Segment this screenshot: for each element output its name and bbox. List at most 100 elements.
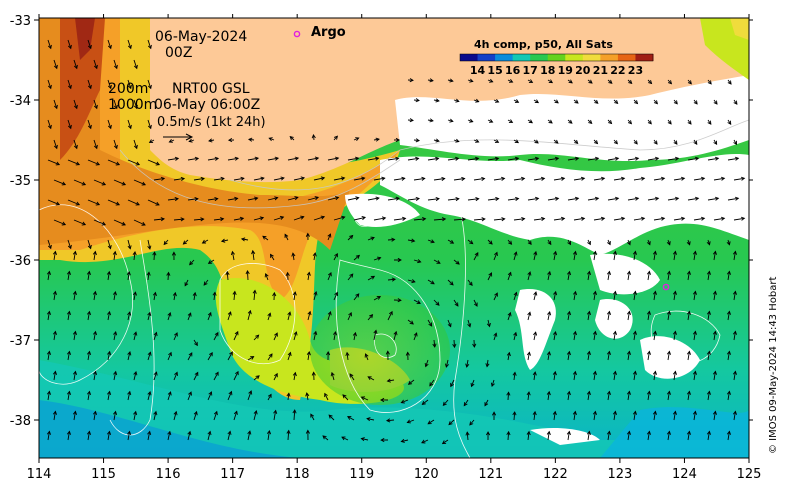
current-arrow xyxy=(47,159,60,166)
current-arrowhead xyxy=(292,371,297,377)
current-arrowhead xyxy=(188,352,193,357)
current-arrowhead xyxy=(305,429,310,434)
current-arrowhead xyxy=(409,78,414,83)
current-arrowhead xyxy=(327,271,332,277)
current-arrow xyxy=(693,217,705,221)
current-arrowhead xyxy=(251,249,256,255)
current-arrow xyxy=(373,296,381,301)
current-arrow xyxy=(466,359,469,368)
current-arrowhead xyxy=(376,296,382,300)
current-arrowhead xyxy=(395,137,401,143)
current-arrow xyxy=(387,197,400,201)
current-arrow xyxy=(349,373,355,381)
current-arrow xyxy=(467,319,471,327)
current-arrowhead xyxy=(330,371,335,377)
x-tick-label: 120 xyxy=(414,467,439,482)
current-arrowhead xyxy=(342,394,347,399)
current-arrow xyxy=(613,411,616,421)
current-arrowhead xyxy=(614,196,620,201)
y-tick-label: -38 xyxy=(10,414,31,429)
current-arrowhead xyxy=(646,241,651,246)
current-arrowhead xyxy=(52,370,58,375)
current-arrowhead xyxy=(592,330,598,336)
current-arrowhead xyxy=(46,270,51,275)
current-arrowhead xyxy=(107,84,112,90)
current-arrowhead xyxy=(449,281,454,286)
current-arrow xyxy=(647,271,650,281)
current-arrowhead xyxy=(274,196,279,201)
current-arrow xyxy=(67,199,80,206)
current-arrowhead xyxy=(370,275,376,280)
current-arrow xyxy=(448,419,455,425)
current-arrowhead xyxy=(360,396,366,401)
current-arrow xyxy=(367,376,375,381)
current-arrowhead xyxy=(694,196,700,201)
current-arrowhead xyxy=(592,410,597,415)
current-arrow xyxy=(713,251,716,261)
current-arrowhead xyxy=(490,382,495,388)
current-arrowhead xyxy=(274,332,278,337)
current-arrowhead xyxy=(334,156,340,161)
current-arrow xyxy=(333,253,338,261)
current-arrowhead xyxy=(213,410,218,416)
current-arrow xyxy=(487,272,492,281)
current-arrow xyxy=(353,293,360,301)
current-arrow xyxy=(247,431,251,441)
current-arrowhead xyxy=(345,351,350,357)
current-arrowhead xyxy=(228,390,233,396)
current-arrow xyxy=(187,198,198,201)
current-arrowhead xyxy=(692,250,697,255)
current-arrowhead xyxy=(207,311,212,317)
current-arrow xyxy=(53,291,56,301)
current-arrowhead xyxy=(491,411,497,416)
current-arrow xyxy=(467,198,479,201)
current-arrow xyxy=(221,239,229,242)
current-arrow xyxy=(167,312,171,321)
contour-1000m-label: 1000m xyxy=(108,97,158,113)
current-arrowhead xyxy=(305,232,310,237)
current-arrowhead xyxy=(287,311,292,316)
current-arrowhead xyxy=(652,250,657,255)
current-arrowhead xyxy=(447,323,452,328)
current-arrow xyxy=(627,391,630,401)
current-arrowhead xyxy=(494,156,500,161)
current-arrow xyxy=(713,331,716,341)
current-arrowhead xyxy=(713,100,718,105)
current-arrow xyxy=(253,177,264,181)
current-arrow xyxy=(207,391,212,401)
current-arrowhead xyxy=(227,430,232,435)
current-arrow xyxy=(567,391,570,401)
current-arrowhead xyxy=(666,310,671,315)
current-arrow xyxy=(407,157,419,161)
current-arrowhead xyxy=(533,291,538,296)
current-arrow xyxy=(473,299,478,307)
current-arrowhead xyxy=(270,253,274,258)
current-arrow xyxy=(422,399,429,405)
argo-float-marker[interactable] xyxy=(662,283,670,291)
current-arrow xyxy=(213,292,216,301)
current-arrowhead xyxy=(153,371,158,376)
current-arrow xyxy=(153,411,157,421)
current-arrow xyxy=(707,391,710,401)
current-arrow xyxy=(413,177,425,181)
current-arrow xyxy=(273,177,285,181)
current-arrow xyxy=(147,391,151,401)
current-arrow xyxy=(473,178,485,181)
current-arrowhead xyxy=(400,438,405,443)
current-arrow xyxy=(163,239,169,245)
current-arrowhead xyxy=(693,100,698,105)
current-arrowhead xyxy=(348,311,352,317)
current-arrow xyxy=(647,157,659,161)
current-arrowhead xyxy=(81,221,87,226)
current-arrowhead xyxy=(726,350,731,355)
current-arrow xyxy=(331,372,335,381)
current-arrowhead xyxy=(314,156,320,161)
argo-legend-icon xyxy=(293,30,301,38)
current-arrow xyxy=(633,251,636,261)
current-arrowhead xyxy=(634,156,640,161)
current-arrow xyxy=(567,351,570,361)
current-arrowhead xyxy=(592,370,597,375)
current-arrow xyxy=(107,271,110,281)
current-arrowhead xyxy=(470,382,475,388)
current-arrowhead xyxy=(587,240,591,246)
